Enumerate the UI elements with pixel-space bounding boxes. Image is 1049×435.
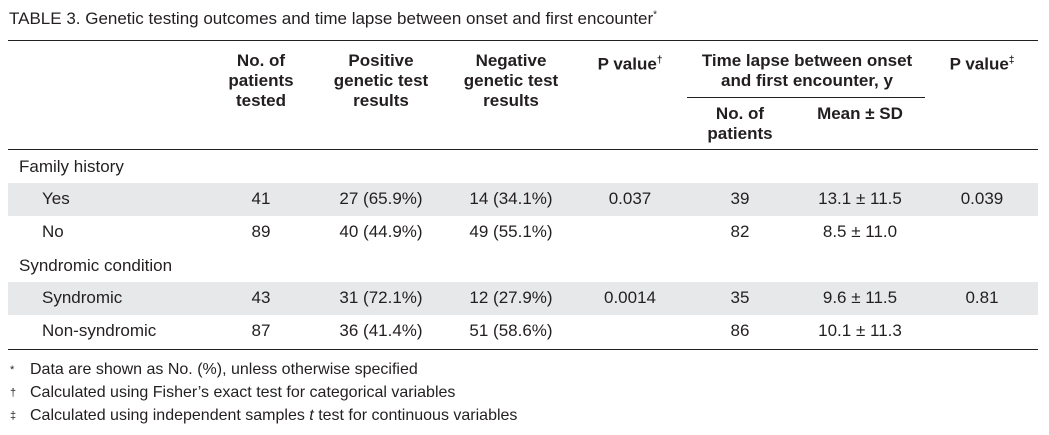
cell-time-no: 86 — [730, 321, 750, 340]
cell-time-mean: 8.5 ± 11.0 — [822, 222, 898, 241]
footnote: † Calculated using Fisher’s exact test fo… — [10, 383, 455, 403]
header-p-value-1: P value† — [588, 51, 672, 75]
header-time-no: No. of patients — [707, 104, 773, 143]
header-p-value-2-text: P value — [949, 54, 1009, 74]
cell-p-value-1: 0.0014 — [604, 288, 656, 307]
footnote-text: Calculated using independent samples — [30, 407, 310, 424]
cell-tested: 87 — [251, 321, 271, 340]
footnote-italic: t — [309, 407, 314, 424]
table-row-band — [8, 282, 1038, 315]
cell-tested: 41 — [251, 189, 271, 208]
footnote-text: Calculated using Fisher’s exact test for… — [30, 384, 456, 401]
footnote: ‡ Calculated using independent samples t … — [10, 406, 517, 426]
footnote-text-after: test for continuous variables — [313, 407, 518, 424]
cell-negative: 14 (34.1%) — [469, 189, 553, 208]
bottom-rule — [8, 349, 1038, 350]
cell-negative: 12 (27.9%) — [469, 288, 553, 307]
cell-p-value-1: 0.037 — [608, 189, 652, 208]
group-label-syndromic-condition: Syndromic condition — [19, 256, 173, 275]
row-label: Syndromic — [42, 288, 123, 307]
cell-time-mean: 10.1 ± 11.3 — [818, 321, 902, 340]
footnote-mark: * — [10, 364, 15, 376]
header-rule — [8, 149, 1038, 150]
cell-positive: 31 (72.1%) — [339, 288, 423, 307]
cell-tested: 89 — [251, 222, 271, 241]
cell-time-mean: 9.6 ± 11.5 — [822, 288, 898, 307]
row-label: Non-syndromic — [42, 321, 157, 340]
header-positive: Positive genetic test results — [333, 51, 429, 110]
header-p-value-1-text: P value — [597, 54, 657, 74]
cell-time-no: 35 — [730, 288, 750, 307]
row-label: Yes — [42, 189, 70, 208]
row-label: No — [42, 222, 64, 241]
footnote: * Data are shown as No. (%), unless other… — [10, 360, 418, 380]
time-lapse-underline — [687, 97, 925, 98]
header-no-tested: No. of patients tested — [228, 51, 294, 110]
table-row-band — [8, 183, 1038, 216]
table-title: TABLE 3. Genetic testing outcomes and ti… — [9, 9, 657, 29]
header-p-value-2-mark: ‡ — [1008, 55, 1015, 66]
top-rule — [8, 40, 1038, 41]
cell-p-value-2: 0.81 — [965, 288, 999, 307]
cell-positive: 40 (44.9%) — [339, 222, 423, 241]
group-label-family-history: Family history — [19, 157, 124, 176]
footnote-mark: † — [10, 387, 17, 399]
header-time-mean: Mean ± SD — [817, 104, 903, 123]
header-negative: Negative genetic test results — [463, 51, 559, 110]
cell-time-no: 39 — [730, 189, 750, 208]
cell-time-no: 82 — [730, 222, 750, 241]
header-p-value-2: P value‡ — [940, 51, 1024, 75]
cell-p-value-2: 0.039 — [960, 189, 1004, 208]
table-title-text: TABLE 3. Genetic testing outcomes and ti… — [9, 9, 654, 28]
header-time-lapse: Time lapse between onset and first encou… — [701, 51, 913, 90]
cell-negative: 51 (58.6%) — [469, 321, 553, 340]
footnote-text: Data are shown as No. (%), unless otherw… — [30, 361, 418, 378]
cell-positive: 27 (65.9%) — [339, 189, 423, 208]
cell-time-mean: 13.1 ± 11.5 — [818, 189, 902, 208]
title-footnote-mark: * — [653, 9, 658, 21]
cell-positive: 36 (41.4%) — [339, 321, 423, 340]
cell-tested: 43 — [251, 288, 271, 307]
header-p-value-1-mark: † — [656, 55, 663, 66]
cell-negative: 49 (55.1%) — [469, 222, 553, 241]
footnote-mark: ‡ — [10, 410, 17, 422]
